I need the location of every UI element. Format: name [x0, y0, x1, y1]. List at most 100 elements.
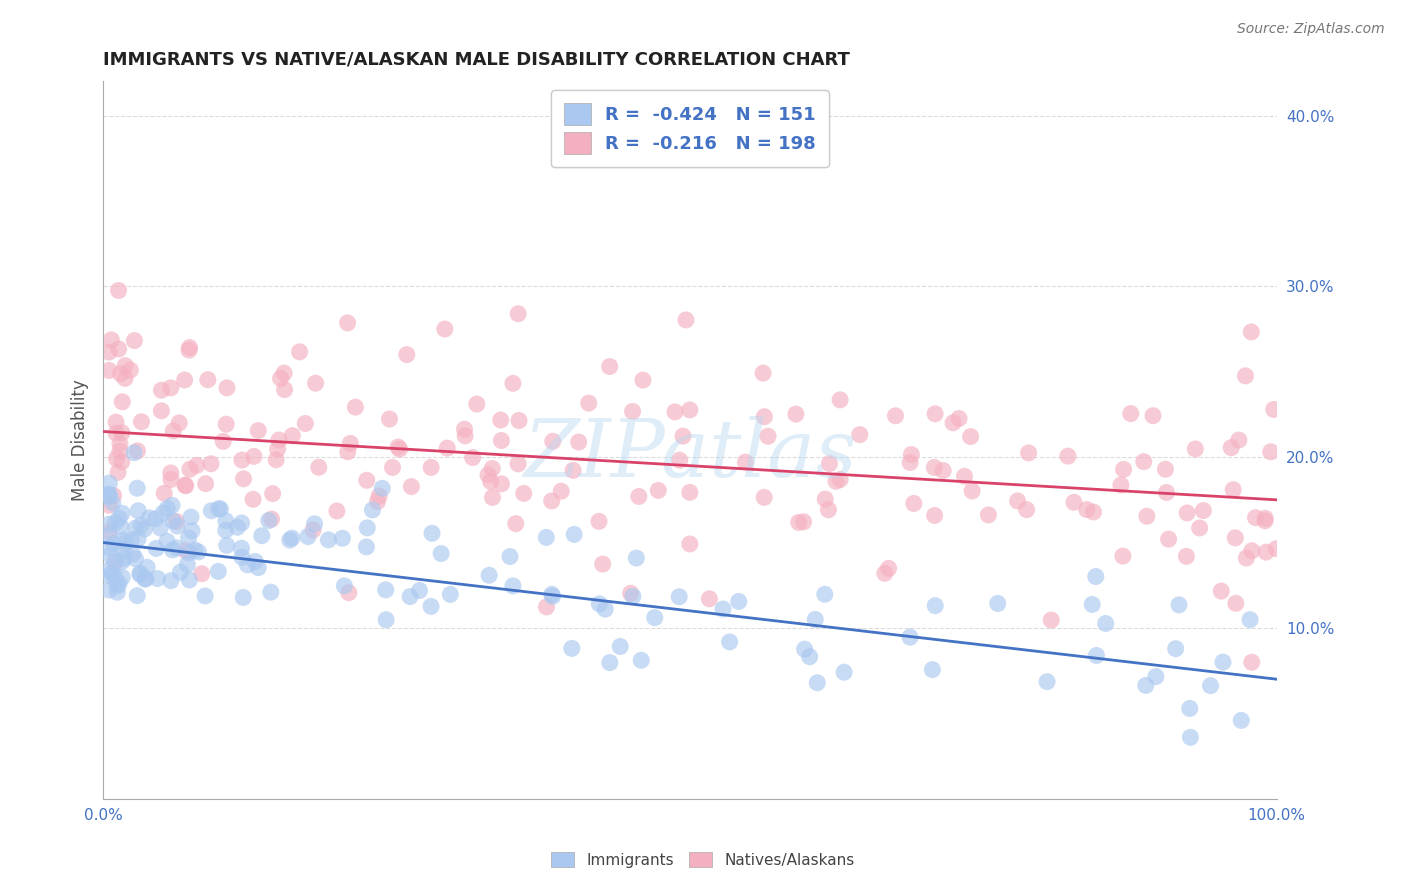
Point	[159, 381, 181, 395]
Point	[107, 284, 129, 298]
Point	[395, 348, 418, 362]
Point	[502, 579, 524, 593]
Point	[754, 409, 776, 424]
Point	[149, 521, 172, 535]
Point	[270, 371, 292, 385]
Point	[1225, 531, 1247, 545]
Point	[98, 524, 121, 539]
Point	[127, 589, 149, 603]
Point	[477, 467, 499, 482]
Point	[129, 566, 152, 581]
Point	[98, 476, 121, 491]
Point	[208, 501, 231, 516]
Point	[200, 504, 222, 518]
Point	[278, 533, 301, 547]
Point	[898, 455, 921, 469]
Point	[644, 610, 666, 624]
Point	[138, 511, 160, 525]
Point	[124, 521, 146, 535]
Point	[174, 479, 197, 493]
Point	[121, 547, 143, 561]
Point	[108, 444, 131, 458]
Point	[1094, 616, 1116, 631]
Point	[150, 404, 173, 418]
Point	[1081, 598, 1104, 612]
Point	[98, 528, 121, 542]
Point	[378, 412, 401, 426]
Point	[679, 403, 702, 417]
Point	[181, 524, 204, 538]
Point	[236, 558, 259, 572]
Point	[1178, 701, 1201, 715]
Point	[98, 490, 121, 504]
Point	[98, 345, 121, 359]
Point	[111, 570, 134, 584]
Point	[112, 551, 135, 566]
Point	[818, 457, 841, 471]
Point	[1007, 494, 1029, 508]
Point	[179, 462, 201, 476]
Point	[179, 573, 201, 587]
Point	[297, 530, 319, 544]
Point	[101, 566, 124, 581]
Point	[242, 492, 264, 507]
Point	[1164, 641, 1187, 656]
Point	[1083, 505, 1105, 519]
Point	[160, 498, 183, 512]
Point	[621, 589, 644, 603]
Text: IMMIGRANTS VS NATIVE/ALASKAN MALE DISABILITY CORRELATION CHART: IMMIGRANTS VS NATIVE/ALASKAN MALE DISABI…	[103, 51, 851, 69]
Point	[156, 534, 179, 549]
Point	[110, 367, 132, 381]
Point	[799, 649, 821, 664]
Point	[1144, 669, 1167, 683]
Point	[336, 445, 359, 459]
Point	[832, 665, 855, 680]
Point	[1112, 549, 1135, 563]
Point	[160, 466, 183, 480]
Point	[114, 359, 136, 373]
Point	[231, 550, 253, 565]
Point	[1084, 569, 1107, 583]
Point	[959, 429, 981, 443]
Point	[98, 541, 121, 555]
Point	[562, 463, 585, 477]
Point	[250, 529, 273, 543]
Point	[568, 435, 591, 450]
Point	[489, 413, 512, 427]
Point	[356, 540, 378, 554]
Point	[948, 411, 970, 425]
Point	[756, 429, 779, 443]
Point	[588, 515, 610, 529]
Point	[160, 574, 183, 588]
Point	[793, 515, 815, 529]
Point	[830, 473, 852, 487]
Point	[302, 523, 325, 537]
Point	[399, 590, 422, 604]
Point	[368, 489, 391, 503]
Point	[127, 481, 149, 495]
Point	[169, 565, 191, 579]
Point	[120, 533, 142, 547]
Point	[111, 425, 134, 440]
Point	[105, 579, 128, 593]
Point	[830, 392, 852, 407]
Point	[231, 453, 253, 467]
Point	[540, 587, 562, 601]
Point	[1085, 648, 1108, 663]
Point	[505, 516, 527, 531]
Point	[1109, 478, 1132, 492]
Point	[98, 488, 121, 502]
Point	[136, 560, 159, 574]
Point	[212, 434, 235, 449]
Point	[167, 416, 190, 430]
Point	[1225, 596, 1247, 610]
Point	[1265, 541, 1288, 556]
Point	[1157, 532, 1180, 546]
Point	[806, 675, 828, 690]
Point	[1240, 543, 1263, 558]
Point	[1036, 674, 1059, 689]
Point	[333, 579, 356, 593]
Point	[160, 473, 183, 487]
Point	[754, 491, 776, 505]
Point	[953, 469, 976, 483]
